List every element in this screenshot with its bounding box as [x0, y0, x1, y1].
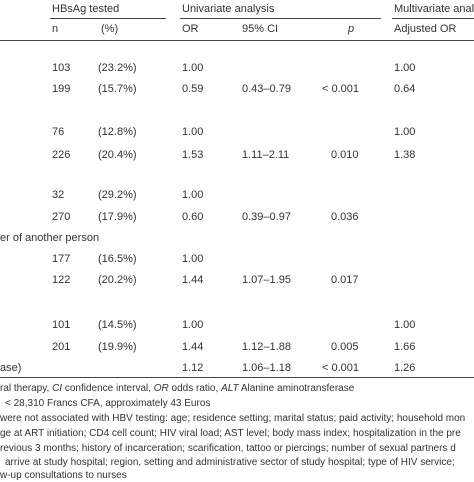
cell-percent: (23.2%) [98, 62, 137, 74]
cell-p-value: 0.036 [331, 211, 359, 223]
cell-n: 101 [52, 319, 71, 331]
footnote-variables-1: were not associated with HBV testing: ag… [0, 413, 466, 424]
cell-percent: (12.8%) [98, 126, 137, 138]
cell-or: 1.00 [182, 319, 204, 331]
footnote-income: < 28,310 Francs CFA, approximately 43 Eu… [5, 398, 211, 409]
cell-n: 177 [52, 253, 71, 265]
column-header-n: n [52, 23, 59, 35]
cell-n: 226 [52, 149, 71, 161]
cell-percent: (15.7%) [98, 83, 137, 95]
cell-percent: (17.9%) [98, 211, 137, 223]
column-header-percent: (%) [101, 23, 119, 35]
cell-p-value: < 0.001 [322, 362, 360, 374]
footnote-variables-2: ge at ART initiation; CD4 cell count; HI… [0, 428, 461, 439]
footnote-variables-5: w-up consultations to nurses [0, 470, 127, 481]
cell-or: 1.12 [182, 362, 204, 374]
footnote-abbrev-ci: CI [52, 383, 63, 394]
cell-p-value: < 0.001 [322, 83, 360, 95]
cell-adjusted-or: 1.38 [394, 149, 416, 161]
univariate-group-rule [180, 18, 381, 19]
column-header-p: p [348, 23, 355, 35]
cell-or: 1.00 [182, 189, 204, 201]
cell-percent: (16.5%) [98, 253, 137, 265]
column-header-95ci: 95% CI [242, 23, 279, 35]
cell-95ci: 1.07–1.95 [242, 274, 291, 286]
cell-p-value: 0.005 [331, 341, 359, 353]
footnote-text: ral therapy, [0, 383, 53, 394]
cell-or: 1.44 [182, 341, 204, 353]
cell-95ci: 0.43–0.79 [242, 83, 291, 95]
header-hbsag-tested: HBsAg tested [52, 3, 120, 15]
header-univariate-analysis: Univariate analysis [182, 3, 275, 15]
cell-adjusted-or: 1.26 [394, 362, 416, 374]
column-header-or: OR [182, 23, 199, 35]
footnote-abbrev-alt: ALT [221, 383, 239, 394]
cell-n: 122 [52, 274, 71, 286]
cell-adjusted-or: 1.00 [394, 62, 416, 74]
cell-95ci: 1.11–2.11 [242, 149, 290, 161]
cell-or: 1.00 [182, 253, 204, 265]
footnote-variables-4: arrive at study hospital; region, settin… [5, 457, 455, 468]
cell-adjusted-or: 1.66 [394, 341, 416, 353]
cell-95ci: 0.39–0.97 [242, 211, 291, 223]
cell-or: 0.59 [182, 83, 204, 95]
footnote-text: Alanine aminotransferase [238, 383, 355, 394]
header-multivariate-analysis: Multivariate anal [394, 3, 474, 15]
footnote-text: odds ratio, [168, 383, 222, 394]
cell-percent: (20.4%) [98, 149, 137, 161]
cell-or: 1.53 [182, 149, 204, 161]
multivariate-group-rule [392, 18, 474, 19]
cell-95ci: 1.12–1.88 [242, 341, 291, 353]
hbsag-group-rule [50, 18, 166, 19]
cell-percent: (19.9%) [98, 341, 137, 353]
cell-p-value: 0.017 [331, 274, 359, 286]
footnote-variables-3: revious 3 months; history of incarcerati… [0, 443, 456, 454]
cell-n: 201 [52, 341, 71, 353]
cell-95ci: 1.06–1.18 [242, 362, 291, 374]
cell-adjusted-or: 0.64 [394, 83, 416, 95]
cell-n: 103 [52, 62, 71, 74]
cell-percent: (14.5%) [98, 319, 137, 331]
cell-percent: (20.2%) [98, 274, 137, 286]
table-bottom-rule [0, 377, 474, 378]
footnote-text: confidence interval, [62, 383, 154, 394]
cell-p-value: 0.010 [331, 149, 359, 161]
row-category-label: er of another person [0, 232, 100, 244]
footnote-abbreviations: ral therapy, CI confidence interval, OR … [0, 383, 354, 395]
footnote-abbrev-or: OR [153, 383, 169, 394]
cell-n: 199 [52, 83, 71, 95]
cell-or: 1.44 [182, 274, 204, 286]
cell-n: 270 [52, 211, 71, 223]
cell-percent: (29.2%) [98, 189, 137, 201]
header-bottom-rule [0, 40, 474, 41]
cell-adjusted-or: 1.00 [394, 319, 416, 331]
cell-or: 0.60 [182, 211, 204, 223]
cell-or: 1.00 [182, 126, 204, 138]
column-header-adjusted-or: Adjusted OR [394, 23, 457, 35]
row-category-label: ase) [0, 362, 22, 374]
cell-n: 32 [52, 189, 65, 201]
cell-adjusted-or: 1.00 [394, 126, 416, 138]
cell-n: 76 [52, 126, 65, 138]
cell-or: 1.00 [182, 62, 204, 74]
